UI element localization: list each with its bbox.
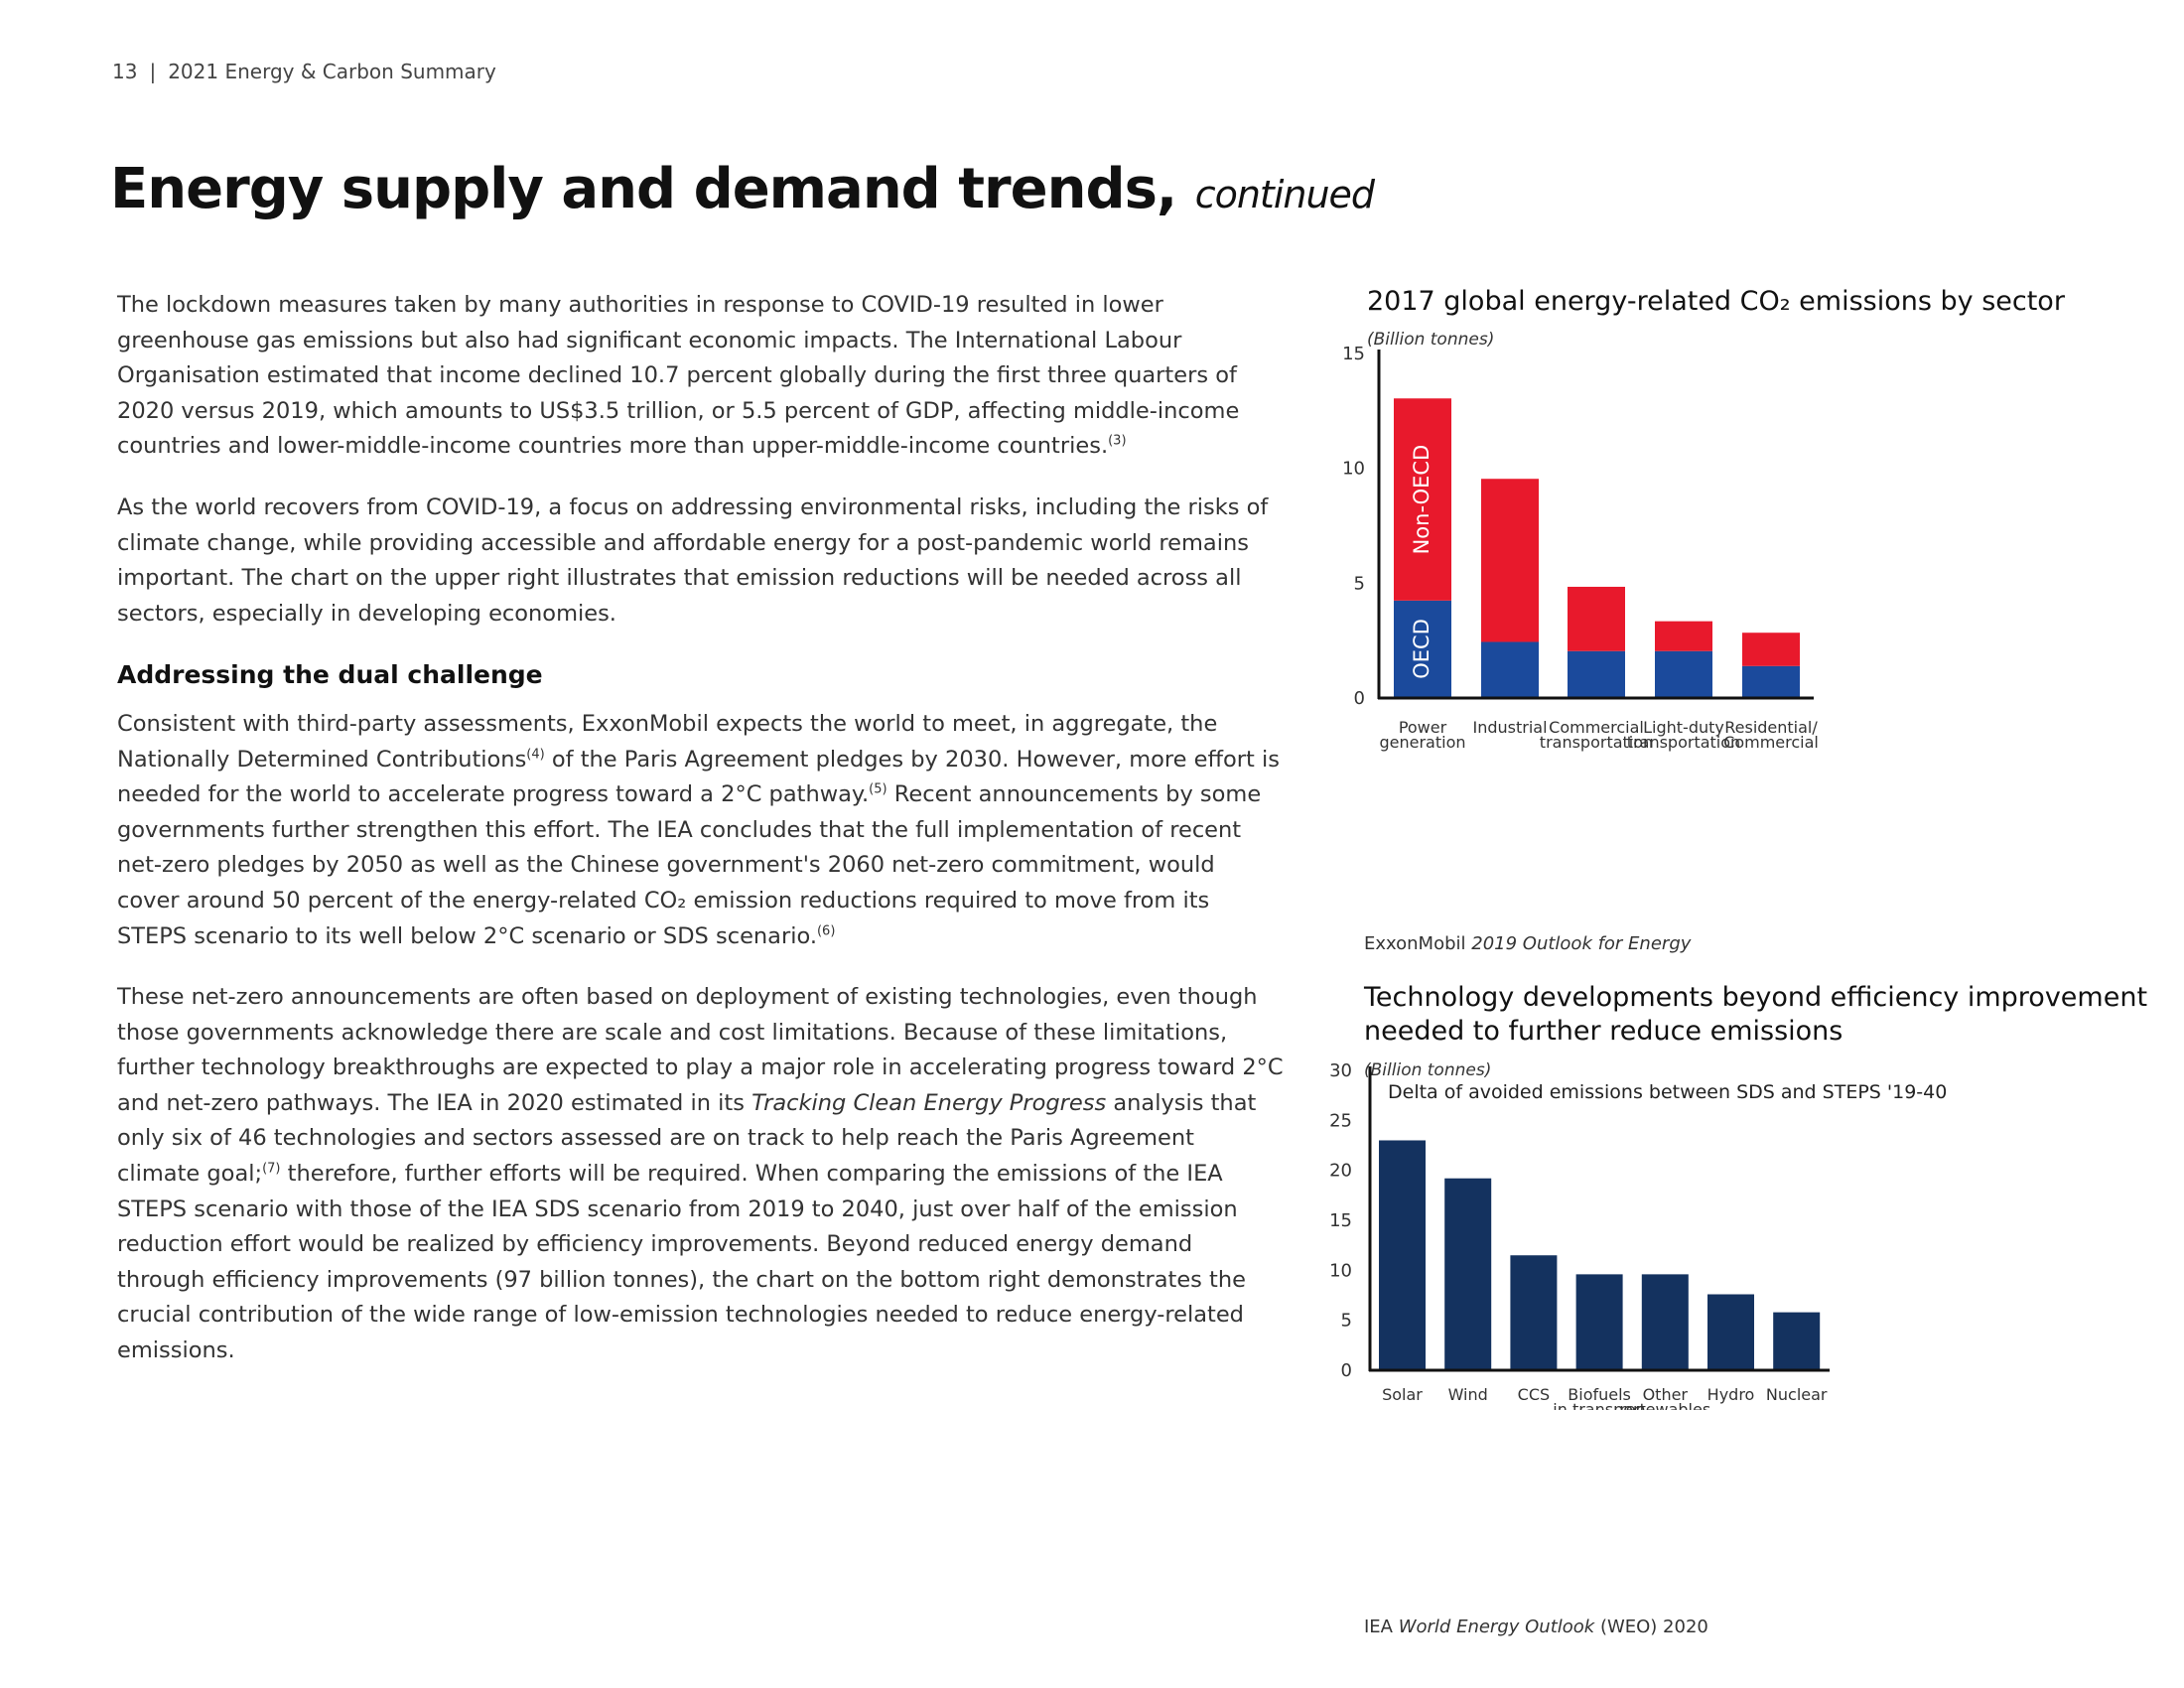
x-tick-label: Commercial bbox=[1723, 733, 1819, 752]
y-tick-label: 10 bbox=[1342, 459, 1365, 480]
bar-non-oecd bbox=[1568, 586, 1625, 651]
paragraph: Consistent with third-party assessments,… bbox=[117, 707, 1284, 954]
x-tick-label: Residential/ bbox=[1724, 718, 1818, 737]
source-title: 2019 Outlook for Energy bbox=[1471, 933, 1692, 954]
subheading: Addressing the dual challenge bbox=[117, 660, 543, 690]
text-run: Tracking Clean Energy Progress bbox=[751, 1089, 1107, 1116]
header-separator: | bbox=[149, 60, 157, 83]
x-tick-label: transportation bbox=[1540, 733, 1653, 752]
x-tick-label: Hydro bbox=[1707, 1385, 1755, 1404]
text-run: These net-zero announcements are often b… bbox=[117, 984, 1284, 1116]
source-title: World Energy Outlook bbox=[1398, 1617, 1595, 1637]
page-title: Energy supply and demand trends, continu… bbox=[110, 157, 1375, 221]
bar-non-oecd bbox=[1655, 621, 1712, 651]
x-tick-label: Solar bbox=[1382, 1385, 1423, 1404]
x-tick-label: Wind bbox=[1448, 1385, 1488, 1404]
y-tick-label: 5 bbox=[1341, 1311, 1352, 1332]
text-run: analysis that only six of 46 technologie… bbox=[117, 1089, 1257, 1188]
body-text: The lockdown measures taken by many auth… bbox=[117, 288, 1284, 1395]
x-tick-label: Industrial bbox=[1472, 718, 1547, 737]
x-tick-label: Light-duty bbox=[1643, 718, 1724, 737]
paragraph: The lockdown measures taken by many auth… bbox=[117, 288, 1284, 465]
x-tick-label: Nuclear bbox=[1766, 1385, 1828, 1404]
y-tick-label: 15 bbox=[1342, 344, 1365, 364]
y-tick-label: 15 bbox=[1330, 1210, 1352, 1231]
x-tick-label: renewables bbox=[1619, 1400, 1710, 1410]
text-run: As the world recovers from COVID-19, a f… bbox=[117, 493, 1269, 627]
x-tick-label: Other bbox=[1643, 1385, 1689, 1404]
source-prefix: IEA bbox=[1364, 1617, 1399, 1637]
bar bbox=[1510, 1255, 1558, 1369]
x-tick-label: Power bbox=[1399, 718, 1447, 737]
footnote-ref: (3) bbox=[1108, 433, 1127, 449]
footnote-ref: (5) bbox=[869, 781, 887, 797]
chart1-title: 2017 global energy-related CO₂ emissions… bbox=[1367, 286, 2065, 317]
footnote-ref: (7) bbox=[262, 1161, 281, 1177]
chart1-unit: (Billion tonnes) bbox=[1367, 330, 1495, 350]
bar-non-oecd bbox=[1394, 398, 1451, 601]
y-tick-label: 0 bbox=[1354, 688, 1365, 709]
bar-oecd bbox=[1655, 650, 1712, 697]
chart2-title-line1: Technology developments beyond efficienc… bbox=[1364, 982, 2148, 1013]
bar bbox=[1444, 1178, 1492, 1369]
title-suffix: continued bbox=[1194, 173, 1375, 216]
y-tick-label: 20 bbox=[1330, 1161, 1352, 1182]
chart2-title-line2: needed to further reduce emissions bbox=[1364, 1016, 1843, 1047]
chart2-source: IEA World Energy Outlook (WEO) 2020 bbox=[1364, 1617, 1708, 1637]
chart1-source: ExxonMobil 2019 Outlook for Energy bbox=[1364, 933, 1691, 954]
bar-non-oecd bbox=[1742, 633, 1800, 666]
text-run: The lockdown measures taken by many auth… bbox=[117, 292, 1240, 460]
bar bbox=[1379, 1140, 1426, 1369]
chart2-unit: (Billion tonnes) bbox=[1364, 1060, 1492, 1080]
source-prefix: ExxonMobil bbox=[1364, 933, 1472, 954]
footnote-ref: (4) bbox=[526, 747, 545, 763]
source-suffix: (WEO) 2020 bbox=[1594, 1617, 1708, 1637]
bar-oecd bbox=[1568, 650, 1625, 697]
text-run: therefore, further efforts will be requi… bbox=[117, 1161, 1246, 1364]
x-tick-label: generation bbox=[1379, 733, 1465, 752]
x-tick-label: in transport bbox=[1553, 1400, 1646, 1410]
text-run: Recent announcements by some governments… bbox=[117, 781, 1262, 949]
chart2-title: Technology developments beyond efficienc… bbox=[1364, 981, 2147, 1049]
bar bbox=[1773, 1312, 1821, 1369]
bar bbox=[1707, 1294, 1754, 1369]
bar-oecd bbox=[1481, 641, 1539, 697]
paragraph: As the world recovers from COVID-19, a f… bbox=[117, 491, 1284, 632]
text-run: of the Paris Agreement pledges by 2030. … bbox=[117, 746, 1280, 808]
legend-label: OECD bbox=[1410, 619, 1433, 679]
bar-non-oecd bbox=[1481, 479, 1539, 642]
bar-oecd bbox=[1742, 665, 1800, 697]
title-main: Energy supply and demand trends, bbox=[110, 157, 1177, 221]
x-tick-label: Biofuels bbox=[1568, 1385, 1631, 1404]
x-tick-label: transportation bbox=[1627, 733, 1740, 752]
x-tick-label: CCS bbox=[1518, 1385, 1551, 1404]
page-header: 13 | 2021 Energy & Carbon Summary bbox=[112, 60, 496, 83]
y-tick-label: 30 bbox=[1330, 1060, 1352, 1081]
y-tick-label: 5 bbox=[1354, 573, 1365, 594]
chart2: 0 5 10 15 20 25 30 Delta of avoided emissions b… bbox=[1330, 1060, 1947, 1410]
bar bbox=[1641, 1274, 1689, 1369]
y-tick-label: 10 bbox=[1330, 1260, 1352, 1281]
bar-oecd bbox=[1394, 600, 1451, 697]
text-run: Consistent with third-party assessments,… bbox=[117, 710, 1218, 773]
y-tick-label: 0 bbox=[1341, 1360, 1352, 1381]
footnote-ref: (6) bbox=[816, 923, 836, 938]
document-title: 2021 Energy & Carbon Summary bbox=[168, 60, 496, 83]
paragraph: These net-zero announcements are often b… bbox=[117, 980, 1284, 1369]
legend-label: Non-OECD bbox=[1410, 445, 1433, 555]
bar bbox=[1575, 1274, 1623, 1369]
y-tick-label: 25 bbox=[1330, 1110, 1352, 1131]
chart-annotation: Delta of avoided emissions between SDS a… bbox=[1388, 1081, 1947, 1103]
x-tick-label: Commercial bbox=[1549, 718, 1644, 737]
page-number: 13 bbox=[112, 60, 138, 83]
